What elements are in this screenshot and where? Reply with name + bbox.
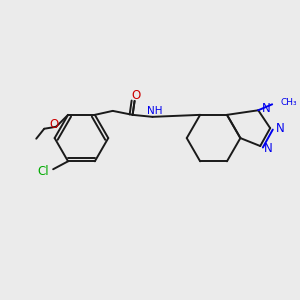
Text: O: O	[50, 118, 59, 131]
Text: O: O	[131, 89, 140, 103]
Text: NH: NH	[147, 106, 162, 116]
Text: Cl: Cl	[38, 165, 49, 178]
Text: N: N	[276, 122, 285, 135]
Text: N: N	[262, 102, 271, 115]
Text: CH₃: CH₃	[280, 98, 297, 107]
Text: N: N	[264, 142, 273, 154]
